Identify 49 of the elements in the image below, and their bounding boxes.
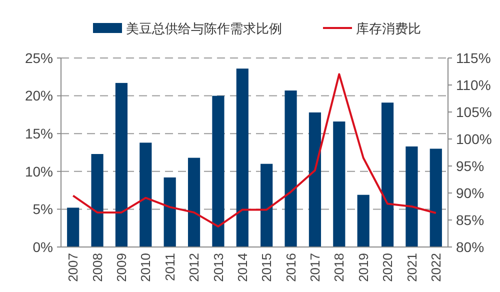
y-tick-label: 15% (24, 126, 53, 142)
bar (284, 90, 297, 247)
x-tick-label: 2022 (428, 253, 444, 282)
y-tick-label: 0% (32, 238, 53, 255)
x-tick-label: 2021 (404, 253, 420, 282)
x-tick-label: 2019 (356, 253, 371, 282)
y-tick-label: 10% (24, 163, 53, 180)
x-tick-label: 2015 (259, 253, 274, 282)
y2-tick-label: 110% (456, 76, 491, 93)
bar (381, 102, 394, 247)
bar (91, 154, 104, 247)
bar (406, 146, 418, 247)
x-tick-label: 2016 (283, 253, 298, 282)
x-tick-label: 2007 (66, 253, 81, 282)
y-tick-label: 5% (32, 201, 53, 218)
bar (164, 177, 176, 247)
y2-tick-label: 85% (456, 212, 484, 228)
bar (188, 158, 200, 247)
legend-label: 美豆总供给与陈作需求比例 (126, 21, 282, 36)
bar (140, 142, 152, 247)
y2-tick-label: 115% (456, 50, 491, 66)
bar (67, 208, 80, 247)
bar (236, 68, 248, 247)
x-tick-label: 2009 (114, 253, 130, 282)
x-tick-label: 2014 (234, 253, 250, 282)
bar (260, 164, 273, 247)
bar (430, 148, 442, 247)
y2-tick-label: 90% (456, 184, 484, 201)
y2-tick-label: 95% (456, 158, 484, 174)
x-tick-label: 2020 (380, 253, 396, 282)
x-tick-label: 2010 (138, 253, 154, 282)
y2-tick-label: 100% (456, 130, 492, 147)
x-tick-label: 2011 (162, 253, 178, 281)
bar (115, 82, 128, 247)
x-tick-label: 2008 (90, 253, 105, 282)
y-tick-label: 20% (24, 88, 53, 104)
bar (308, 112, 322, 247)
y2-tick-label: 105% (456, 104, 492, 120)
bar (333, 122, 346, 247)
y2-tick-label: 80% (456, 238, 484, 255)
x-tick-label: 2018 (332, 253, 347, 282)
bar (212, 96, 224, 247)
x-tick-label: 2017 (308, 253, 323, 282)
x-tick-label: 2012 (186, 253, 202, 282)
x-tick-label: 2013 (210, 253, 226, 282)
y-tick-label: 25% (24, 50, 53, 66)
legend-label: 库存消费比 (356, 21, 421, 36)
bar (357, 194, 370, 247)
line-series (72, 73, 437, 228)
